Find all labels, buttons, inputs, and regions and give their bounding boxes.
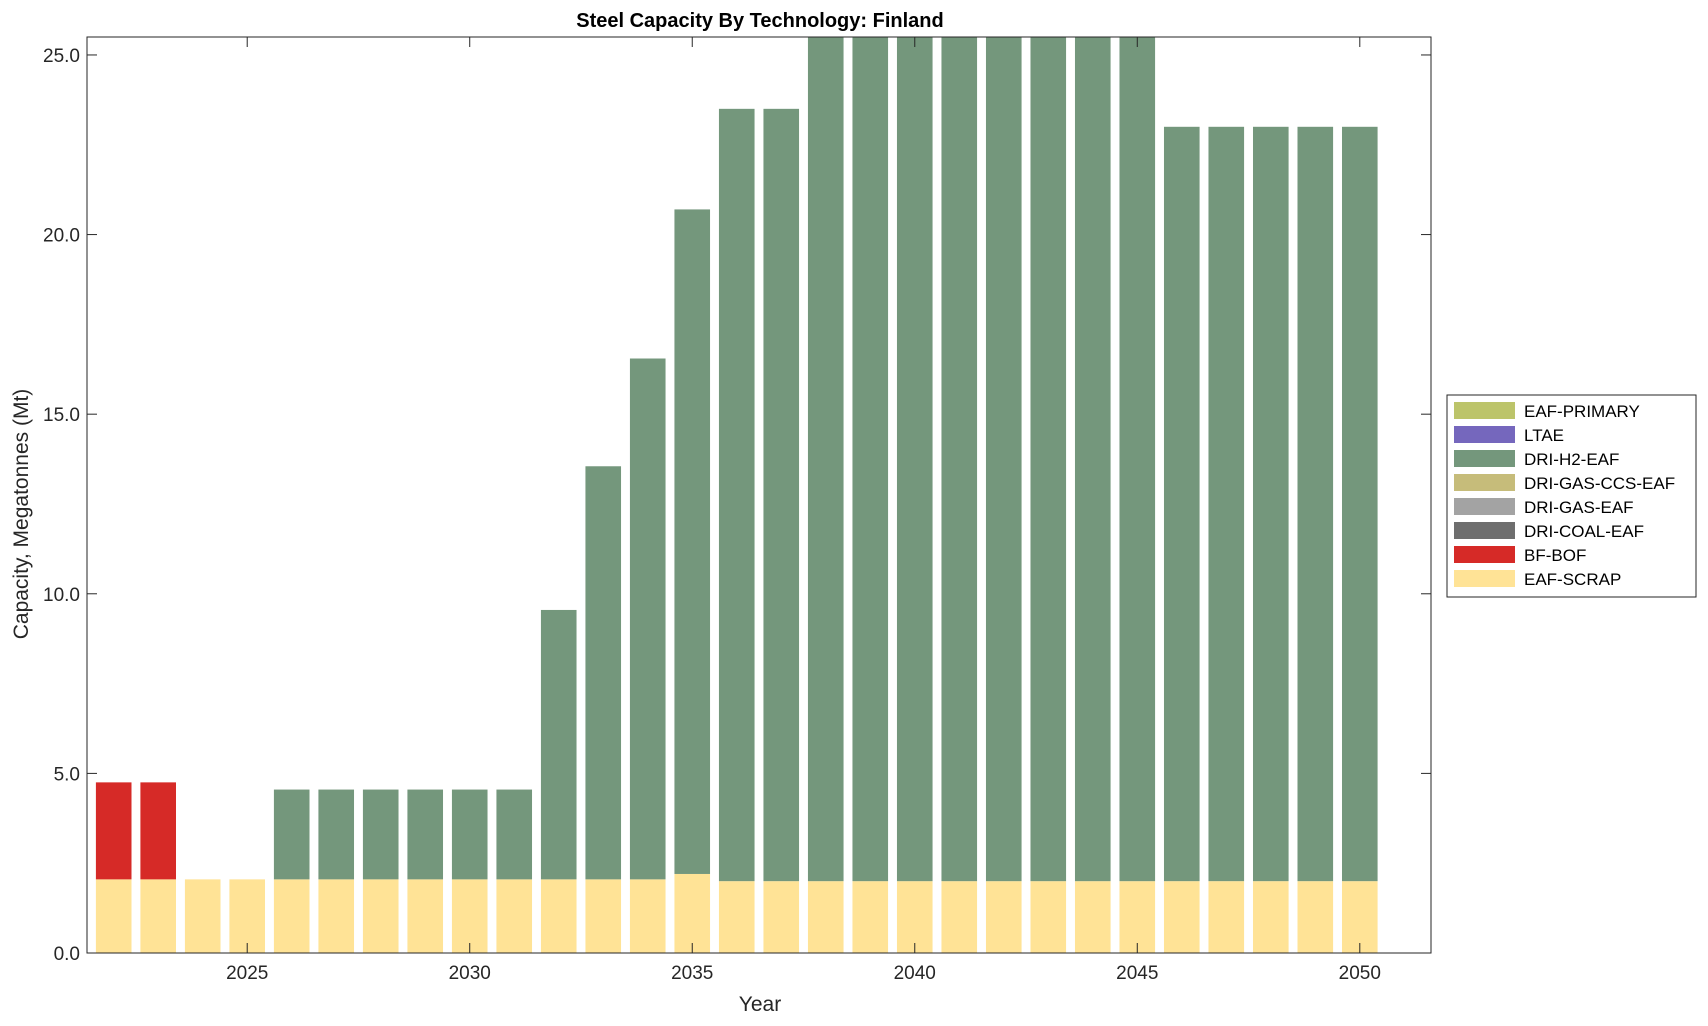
bar-eaf-scrap-2037 [763, 881, 800, 953]
bar-dri-h2-eaf-2037 [763, 108, 800, 882]
legend-swatch-dri-coal-eaf [1454, 522, 1515, 539]
legend-label-dri-h2-eaf: DRI-H2-EAF [1524, 450, 1619, 469]
chart-title: Steel Capacity By Technology: Finland [576, 10, 943, 32]
bar-dri-h2-eaf-2043 [1030, 37, 1067, 882]
legend-swatch-dri-gas-ccs-eaf [1454, 474, 1515, 491]
bar-eaf-scrap-2044 [1074, 881, 1111, 953]
bar-dri-h2-eaf-2028 [362, 789, 399, 880]
legend-swatch-dri-h2-eaf [1454, 450, 1515, 467]
legend-label-dri-gas-eaf: DRI-GAS-EAF [1524, 498, 1634, 517]
bar-eaf-scrap-2043 [1030, 881, 1067, 953]
x-tick-label: 2040 [894, 963, 936, 984]
legend-swatch-dri-gas-eaf [1454, 498, 1515, 515]
bar-eaf-scrap-2025 [229, 879, 266, 953]
bar-eaf-scrap-2049 [1297, 881, 1334, 953]
bar-dri-h2-eaf-2033 [585, 466, 622, 880]
bar-dri-h2-eaf-2034 [629, 358, 666, 880]
bar-eaf-scrap-2033 [585, 879, 622, 953]
legend-label-ltae: LTAE [1524, 426, 1564, 445]
legend-swatch-eaf-scrap [1454, 570, 1515, 587]
legend-swatch-eaf-primary [1454, 402, 1515, 419]
y-tick-label: 10.0 [43, 585, 80, 606]
legend-label-dri-coal-eaf: DRI-COAL-EAF [1524, 522, 1644, 541]
legend-swatch-bf-bof [1454, 546, 1515, 563]
bar-dri-h2-eaf-2026 [273, 789, 310, 880]
bar-bf-bof-2023 [140, 782, 176, 880]
bar-eaf-scrap-2029 [407, 879, 444, 953]
y-tick-label: 0.0 [54, 944, 80, 965]
bar-eaf-scrap-2041 [941, 881, 978, 953]
bars-layer [95, 37, 1378, 953]
plot-area-frame [86, 36, 1432, 954]
bar-dri-h2-eaf-2044 [1074, 37, 1111, 882]
bar-dri-h2-eaf-2041 [941, 37, 978, 882]
bar-dri-h2-eaf-2038 [807, 37, 844, 882]
bar-eaf-scrap-2031 [496, 879, 533, 953]
bar-bf-bof-2022 [95, 782, 132, 880]
legend-label-eaf-scrap: EAF-SCRAP [1524, 570, 1621, 589]
legend-label-eaf-primary: EAF-PRIMARY [1524, 402, 1640, 421]
bar-eaf-scrap-2047 [1208, 881, 1245, 953]
x-axis-label: Year [739, 993, 781, 1016]
bar-eaf-scrap-2048 [1252, 881, 1289, 953]
legend-label-bf-bof: BF-BOF [1524, 546, 1586, 565]
bar-eaf-scrap-2023 [140, 879, 176, 953]
bar-eaf-scrap-2028 [362, 879, 399, 953]
bar-eaf-scrap-2040 [896, 881, 933, 953]
bar-dri-h2-eaf-2029 [407, 789, 444, 880]
bar-eaf-scrap-2045 [1119, 881, 1156, 953]
y-axis-label: Capacity, Megatonnes (Mt) [10, 389, 33, 640]
bar-dri-h2-eaf-2027 [318, 789, 355, 880]
bar-eaf-scrap-2035 [674, 873, 711, 953]
bar-dri-h2-eaf-2035 [674, 209, 711, 874]
bar-eaf-scrap-2026 [273, 879, 310, 953]
legend-label-dri-gas-ccs-eaf: DRI-GAS-CCS-EAF [1524, 474, 1675, 493]
bar-eaf-scrap-2030 [451, 879, 488, 953]
bar-eaf-scrap-2038 [807, 881, 844, 953]
bar-dri-h2-eaf-2049 [1297, 126, 1334, 882]
bar-eaf-scrap-2027 [318, 879, 355, 953]
legend-box [1446, 394, 1697, 598]
bar-dri-h2-eaf-2039 [852, 37, 889, 882]
bar-eaf-scrap-2050 [1341, 881, 1378, 953]
bar-eaf-scrap-2034 [629, 879, 666, 953]
bar-dri-h2-eaf-2050 [1341, 126, 1378, 882]
x-tick-label: 2050 [1339, 963, 1381, 984]
bar-dri-h2-eaf-2036 [718, 108, 755, 882]
x-tick-label: 2030 [449, 963, 491, 984]
bar-eaf-scrap-2024 [184, 879, 221, 953]
bar-eaf-scrap-2032 [540, 879, 577, 953]
y-tick-label: 5.0 [54, 764, 80, 785]
bar-dri-h2-eaf-2042 [985, 37, 1022, 882]
bar-dri-h2-eaf-2030 [451, 789, 488, 880]
bar-eaf-scrap-2039 [852, 881, 889, 953]
x-tick-label: 2045 [1116, 963, 1158, 984]
bar-dri-h2-eaf-2048 [1252, 126, 1289, 882]
bar-dri-h2-eaf-2046 [1163, 126, 1200, 882]
bar-eaf-scrap-2046 [1163, 881, 1200, 953]
bar-dri-h2-eaf-2040 [896, 37, 933, 882]
bar-eaf-scrap-2036 [718, 881, 755, 953]
bar-dri-h2-eaf-2047 [1208, 126, 1245, 882]
y-tick-label: 20.0 [43, 226, 80, 247]
y-tick-label: 15.0 [43, 405, 80, 426]
axis-ticks: 0.0 5.0 10.0 15.0 20.0 25.0 2025 2030 2035 2040 20… [43, 37, 1431, 984]
bar-dri-h2-eaf-2045 [1119, 37, 1156, 882]
legend-swatch-ltae [1454, 426, 1515, 443]
y-tick-label: 25.0 [43, 46, 80, 67]
x-tick-label: 2025 [226, 963, 268, 984]
bar-dri-h2-eaf-2031 [496, 789, 533, 880]
x-tick-label: 2035 [671, 963, 713, 984]
legend: EAF-PRIMARY LTAE DRI-H2-EAF DRI-GAS-CCS-EAF… [1446, 394, 1697, 598]
bar-eaf-scrap-2042 [985, 881, 1022, 953]
bar-eaf-scrap-2022 [95, 879, 132, 953]
bar-dri-h2-eaf-2032 [540, 609, 577, 880]
